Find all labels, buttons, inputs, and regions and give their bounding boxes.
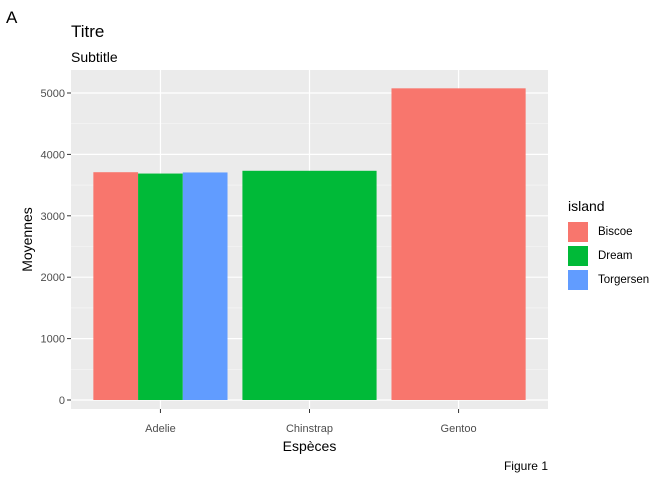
legend-key-dream [568,246,588,266]
y-tick-label: 2000 [41,272,65,284]
legend-key-torgersen [568,270,588,290]
x-tick-label: Adelie [145,423,176,435]
legend: island Biscoe Dream Torgersen [568,198,649,292]
legend-item-torgersen: Torgersen [568,268,649,292]
bar-adelie-dream [138,173,183,400]
bar-adelie-biscoe [93,172,139,400]
chart-caption: Figure 1 [503,459,548,473]
x-tick-label: Gentoo [441,423,477,435]
y-tick-label: 1000 [41,334,65,346]
bar-adelie-torgersen [182,172,228,400]
legend-item-biscoe: Biscoe [568,220,649,244]
legend-title: island [568,198,605,214]
bar-chinstrap-dream [242,170,377,400]
y-tick-label: 5000 [41,88,65,100]
x-tick-label: Chinstrap [286,423,333,435]
legend-label-dream: Dream [598,250,633,262]
y-tick-label: 4000 [41,149,65,161]
y-tick-label: 0 [59,395,65,407]
y-tick-label: 3000 [41,211,65,223]
bar-gentoo-biscoe [391,88,526,400]
figure-tag: A [6,8,18,27]
y-axis-title: Moyennes [19,207,35,272]
legend-label-biscoe: Biscoe [598,226,633,238]
legend-key-biscoe [568,222,588,242]
legend-label-torgersen: Torgersen [598,274,650,286]
legend-item-dream: Dream [568,244,649,268]
chart-title: Titre [71,22,105,41]
x-axis-title: Espèces [283,438,337,454]
chart-subtitle: Subtitle [71,49,118,65]
